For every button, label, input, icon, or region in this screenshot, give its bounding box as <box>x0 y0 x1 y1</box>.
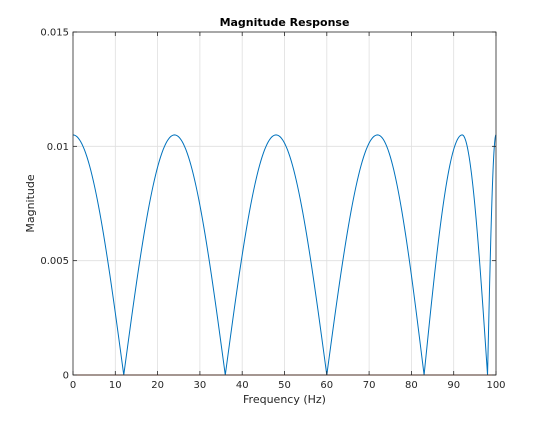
x-tick-label: 80 <box>405 380 418 391</box>
x-tick-label: 50 <box>278 380 291 391</box>
x-tick-label: 90 <box>447 380 460 391</box>
chart-title: Magnitude Response <box>220 16 350 29</box>
y-tick-label: 0.015 <box>40 28 69 39</box>
y-tick-label: 0 <box>63 371 69 382</box>
y-axis-label: Magnitude <box>24 174 37 233</box>
y-tick-label: 0.005 <box>40 256 69 267</box>
x-tick-label: 30 <box>194 380 207 391</box>
ticks: 0 10 20 30 40 50 60 70 80 90 100 0 0.005 0.01 0.015 <box>40 28 505 392</box>
x-tick-label: 100 <box>486 380 505 391</box>
x-tick-label: 60 <box>320 380 333 391</box>
x-tick-label: 70 <box>363 380 376 391</box>
y-tick-label: 0.01 <box>47 142 69 153</box>
x-tick-label: 20 <box>151 380 164 391</box>
x-tick-label: 40 <box>236 380 249 391</box>
x-axis-label: Frequency (Hz) <box>243 393 326 406</box>
x-tick-label: 10 <box>109 380 122 391</box>
x-tick-label: 0 <box>70 380 76 391</box>
